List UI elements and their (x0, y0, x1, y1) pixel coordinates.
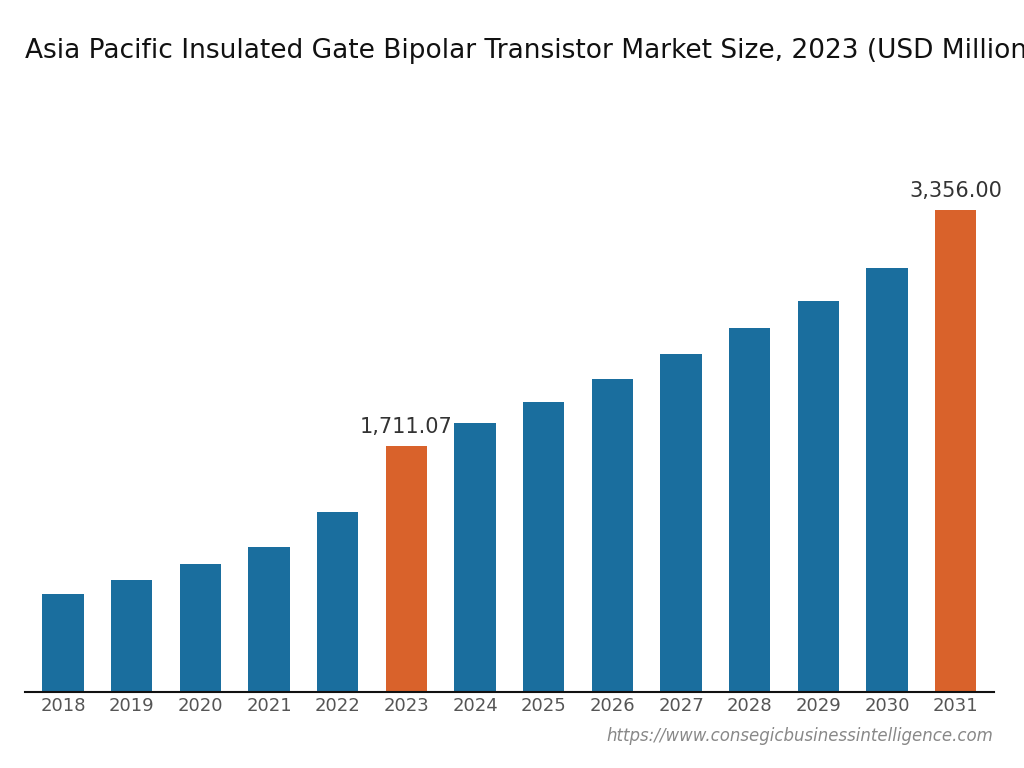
Bar (866, 268, 907, 692)
Text: 1,711.07: 1,711.07 (360, 417, 453, 438)
Bar (798, 301, 839, 692)
Bar (592, 379, 633, 692)
Bar (660, 354, 701, 692)
Text: Asia Pacific Insulated Gate Bipolar Transistor Market Size, 2023 (USD Million): Asia Pacific Insulated Gate Bipolar Tran… (26, 38, 1024, 64)
Bar (111, 580, 153, 692)
Bar (455, 423, 496, 692)
Bar (42, 594, 84, 692)
Bar (317, 512, 358, 692)
Text: https://www.consegicbusinessintelligence.com: https://www.consegicbusinessintelligence… (606, 727, 993, 745)
Bar (386, 446, 427, 692)
Bar (523, 402, 564, 692)
Bar (180, 564, 221, 692)
Bar (729, 329, 770, 692)
Bar (249, 547, 290, 692)
Text: 3,356.00: 3,356.00 (909, 181, 1002, 201)
Bar (935, 210, 976, 692)
